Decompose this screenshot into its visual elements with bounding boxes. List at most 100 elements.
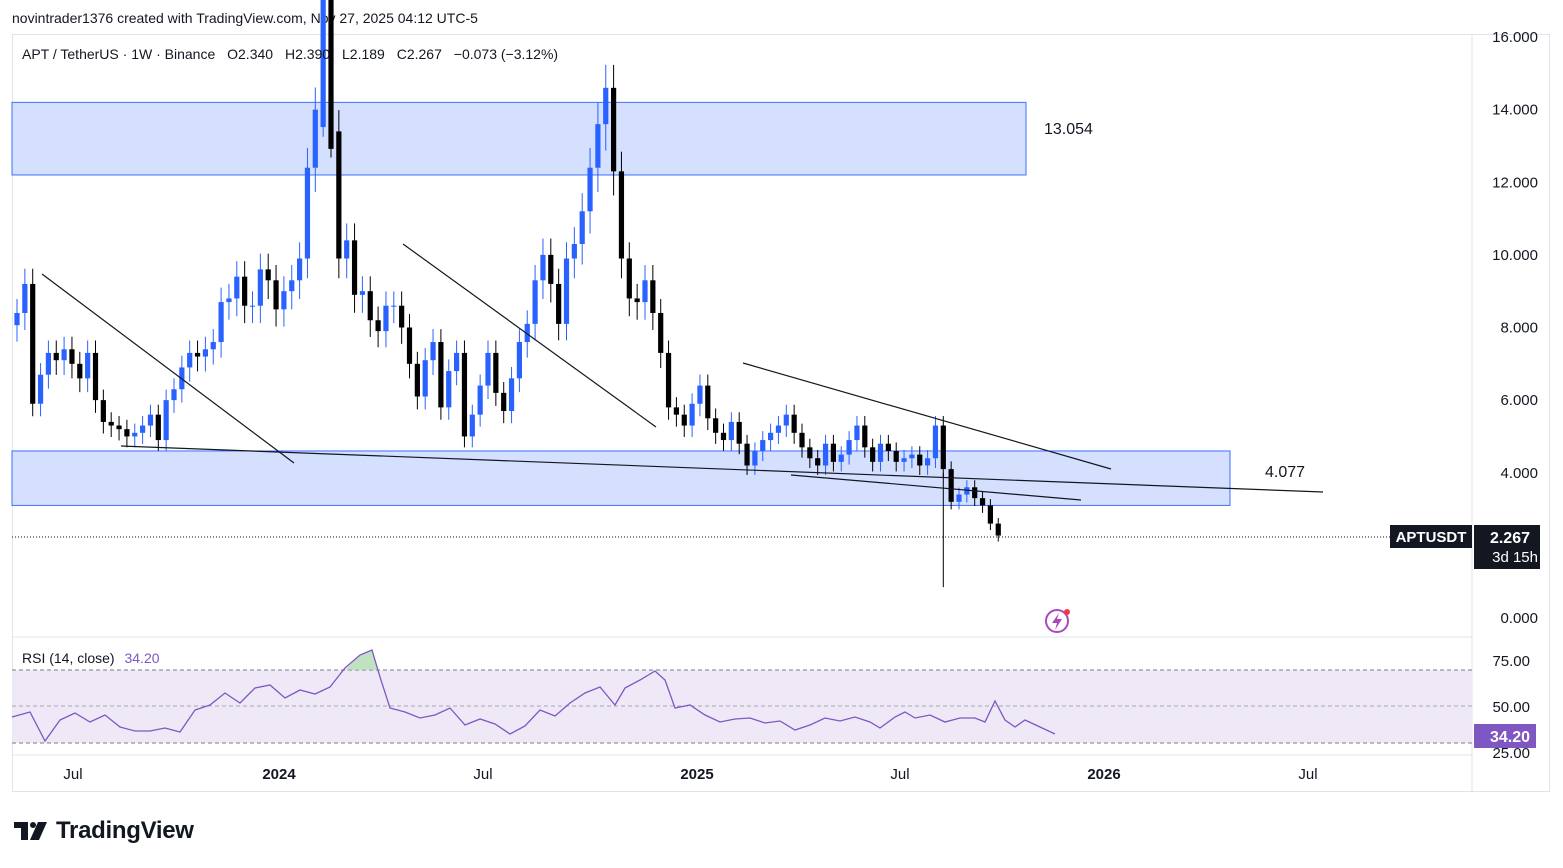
candle-body <box>948 469 954 502</box>
candle-body <box>391 305 397 307</box>
symbol-badge-bg <box>1390 525 1472 548</box>
time-tick-label: 2026 <box>1087 766 1120 783</box>
candle-body <box>281 291 287 310</box>
trendline <box>742 362 1112 470</box>
price-tick-label: 0.000 <box>1500 610 1538 627</box>
candle-body <box>414 363 420 397</box>
candle-body <box>344 240 350 259</box>
tradingview-logo-text: TradingView <box>56 817 194 844</box>
candle-body <box>689 403 695 426</box>
candle-body <box>579 211 585 244</box>
rsi-axis[interactable]: 75.00 50.00 25.00 <box>1492 653 1530 762</box>
candles-layer <box>14 0 1001 588</box>
candle-body <box>697 385 703 404</box>
candle-body <box>406 327 413 364</box>
candle-body <box>171 389 177 401</box>
candle-body <box>713 418 719 433</box>
candle-body <box>665 352 672 408</box>
trendline <box>402 243 657 428</box>
candle-body <box>768 432 774 441</box>
candle-body <box>650 280 656 313</box>
candle-body <box>995 523 1001 536</box>
candle-body <box>516 342 522 379</box>
time-tick-label: Jul <box>890 766 909 783</box>
time-axis[interactable]: Jul 2024 Jul 2025 Jul 2026 Jul <box>63 766 1317 783</box>
candle-body <box>108 421 114 426</box>
candle-body <box>163 400 169 441</box>
candle-body <box>14 312 20 326</box>
candle-body <box>877 443 884 462</box>
candle-body <box>226 298 232 303</box>
price-tick-label: 16.000 <box>1492 29 1538 46</box>
candle-body <box>45 352 51 375</box>
candle-body <box>140 425 146 433</box>
candle-body <box>760 440 766 451</box>
candle-body <box>720 432 727 441</box>
candle-body <box>964 487 970 495</box>
tradingview-logo[interactable]: TradingView <box>14 816 194 846</box>
candle-body <box>454 352 460 372</box>
candle-body <box>92 352 99 401</box>
price-badge: APTUSDT 2.267 3d 15h <box>1390 525 1540 569</box>
candle-body <box>304 167 311 259</box>
rsi-value-badge: 34.20 <box>1490 729 1530 746</box>
candle-body <box>673 407 679 415</box>
candle-body <box>37 374 44 404</box>
candle-body <box>563 258 570 324</box>
price-badge-bg <box>1474 525 1540 569</box>
rsi-tick-label: 50.00 <box>1492 699 1530 716</box>
candle-body <box>783 414 789 426</box>
candle-body <box>940 425 946 470</box>
candle-body <box>556 283 562 324</box>
price-tick-label: 6.000 <box>1500 392 1538 409</box>
candle-body <box>383 305 389 332</box>
attribution-text: novintrader1376 created with TradingView… <box>12 10 478 26</box>
legend-symbol: APT / TetherUS · 1W · Binance O2.340 H2.… <box>22 46 558 62</box>
candle-body <box>242 276 248 306</box>
candle-body <box>540 254 546 281</box>
candle-body <box>862 425 868 448</box>
trendlines-layer <box>41 243 1324 501</box>
candle-body <box>775 425 782 433</box>
candle-body <box>932 425 939 459</box>
candle-body <box>822 443 829 466</box>
rsi-tick-label: 75.00 <box>1492 653 1530 670</box>
candle-body <box>705 385 711 419</box>
candle-body <box>485 352 491 386</box>
price-axis[interactable]: 16.000 14.000 12.000 10.000 8.000 6.000 4.000 0… <box>1492 29 1538 627</box>
candle-body <box>297 258 303 281</box>
candle-body <box>30 283 36 404</box>
candle-body <box>681 414 687 426</box>
candle-body <box>124 429 130 437</box>
candle-body <box>799 432 805 448</box>
candle-body <box>979 498 986 506</box>
candle-body <box>728 421 734 441</box>
candle-body <box>925 458 931 466</box>
candle-body <box>69 349 75 364</box>
price-tick-label: 12.000 <box>1492 174 1538 191</box>
candle-body <box>477 385 483 415</box>
candle-body <box>77 363 83 379</box>
candle-body <box>893 450 899 462</box>
candle-body <box>571 243 577 259</box>
candle-body <box>870 447 876 462</box>
candle-body <box>791 414 797 433</box>
candle-body <box>399 305 405 328</box>
price-tick-label: 14.000 <box>1492 102 1538 119</box>
price-badge-value: 2.267 <box>1490 530 1530 547</box>
lightning-icon[interactable] <box>1045 609 1070 633</box>
candle-body <box>524 323 530 343</box>
candle-body <box>155 414 161 441</box>
candle-body <box>359 291 365 295</box>
candle-body <box>375 320 381 332</box>
candle-body <box>901 458 907 462</box>
candle-body <box>469 414 475 437</box>
candle-body <box>61 349 67 361</box>
price-tick-label: 8.000 <box>1500 320 1538 337</box>
price-zone <box>11 450 1231 506</box>
price-badge-countdown: 3d 15h <box>1492 549 1538 566</box>
candle-body <box>626 258 632 299</box>
lower-zone-label: 4.077 <box>1265 464 1305 481</box>
rsi-overbought-fill <box>345 650 378 670</box>
